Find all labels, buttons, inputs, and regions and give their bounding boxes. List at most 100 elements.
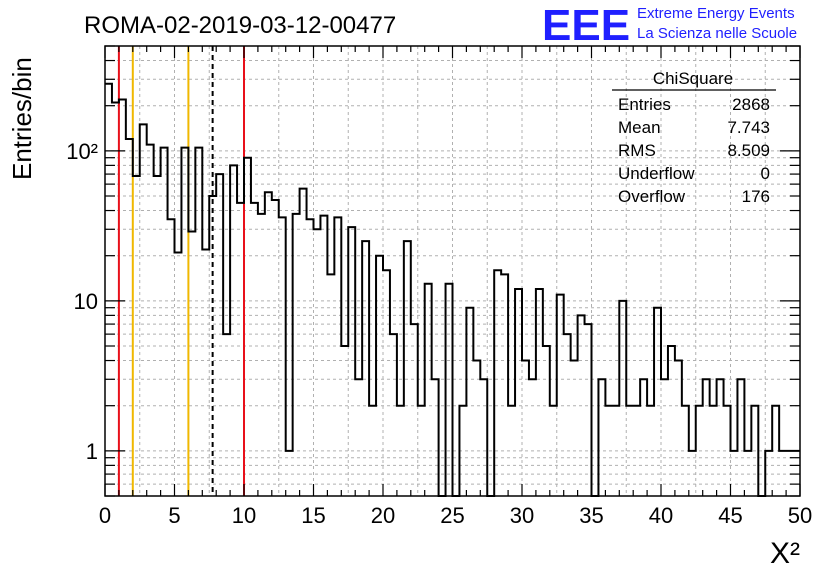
- histogram-bin: [612, 406, 619, 496]
- stats-box: ChiSquare Entries 2868 Mean 7.743 RMS 8.509 Un…: [612, 69, 776, 206]
- histogram-bin: [598, 379, 605, 496]
- histogram-bin: [244, 158, 251, 496]
- stats-row-label: Entries: [618, 95, 671, 114]
- stats-row-value: 176: [742, 187, 770, 206]
- x-tick-labels: 0 5 10 15 20 25 30 35 40 45 50: [99, 503, 812, 528]
- histogram-bin: [473, 361, 480, 496]
- histogram-bin: [536, 289, 543, 496]
- histogram-bin: [459, 406, 466, 496]
- histogram-bin: [717, 379, 724, 496]
- stats-row-label: Underflow: [618, 164, 695, 183]
- axis-ticks: [104, 45, 801, 497]
- histogram-bin: [272, 200, 279, 496]
- histogram-bin: [411, 324, 418, 496]
- histogram-bin: [605, 406, 612, 496]
- histogram-bin: [348, 227, 355, 496]
- histogram-bin: [550, 406, 557, 496]
- stats-row-value: 7.743: [727, 118, 770, 137]
- histogram-bin: [147, 145, 154, 496]
- histogram-bin: [126, 139, 133, 496]
- histogram-bin: [175, 253, 182, 496]
- logo-line-2: La Scienza nelle Scuole: [637, 25, 797, 42]
- x-tick-label: 0: [99, 503, 111, 528]
- histogram-bin: [362, 241, 369, 496]
- stats-row-value: 8.509: [727, 141, 770, 160]
- histogram-bin: [647, 406, 654, 496]
- histogram-bin: [480, 379, 487, 496]
- stats-row-label: RMS: [618, 141, 656, 160]
- x-tick-label: 10: [232, 503, 256, 528]
- histogram-bin: [300, 189, 307, 496]
- x-tick-label: 20: [371, 503, 395, 528]
- histogram-bin: [744, 451, 751, 496]
- histogram-bin: [585, 324, 592, 496]
- histogram-bin: [195, 148, 202, 496]
- histogram-bin: [320, 216, 327, 496]
- histogram-bin: [571, 361, 578, 496]
- histogram-bin: [668, 346, 675, 496]
- histogram-bin: [390, 334, 397, 496]
- histogram-bin: [168, 219, 175, 496]
- histogram-bin: [209, 196, 216, 496]
- histogram-series: [105, 82, 800, 497]
- histogram-bin: [293, 214, 300, 496]
- histogram-bin: [314, 229, 321, 496]
- x-axis-title: X²: [770, 537, 800, 570]
- y-tick-labels: 1 10 10²: [66, 139, 98, 464]
- histogram-bin: [710, 406, 717, 496]
- histogram-bin: [327, 274, 334, 496]
- histogram-outline: [105, 82, 800, 497]
- histogram-bin: [515, 289, 522, 496]
- histogram-bin: [265, 192, 272, 496]
- stats-row-value: 2868: [732, 95, 770, 114]
- histogram-bin: [661, 379, 668, 496]
- reference-lines: [117, 46, 245, 496]
- histogram-bin: [779, 451, 786, 496]
- histogram-bin: [181, 148, 188, 496]
- eee-logo-text: EEE: [542, 1, 630, 50]
- histogram-bin: [696, 406, 703, 496]
- stats-row-label: Overflow: [618, 187, 686, 206]
- x-tick-label: 50: [788, 503, 812, 528]
- stats-row-label: Mean: [618, 118, 661, 137]
- histogram-bin: [564, 334, 571, 496]
- histogram-bin: [682, 406, 689, 496]
- x-tick-label: 40: [649, 503, 673, 528]
- y-axis-title: Entries/bin: [7, 57, 37, 180]
- histogram-bin: [286, 451, 293, 496]
- stats-row-value: 0: [761, 164, 770, 183]
- x-tick-label: 25: [440, 503, 464, 528]
- histogram-bin: [529, 379, 536, 496]
- histogram-bin: [216, 174, 223, 496]
- histogram-bin: [376, 256, 383, 496]
- x-tick-label: 15: [301, 503, 325, 528]
- histogram-bin: [654, 308, 661, 496]
- histogram-bin: [355, 379, 362, 496]
- histogram-bin: [279, 217, 286, 496]
- histogram-bin: [119, 99, 126, 496]
- histogram-bin: [446, 284, 453, 496]
- histogram-bin: [425, 284, 432, 496]
- histogram-bin: [633, 406, 640, 496]
- histogram-bin: [140, 124, 147, 496]
- x-tick-label: 35: [579, 503, 603, 528]
- histogram-bin: [689, 451, 696, 496]
- histogram-bin: [772, 406, 779, 496]
- histogram-bin: [369, 406, 376, 496]
- histogram-bin: [161, 148, 168, 496]
- histogram-bin: [543, 346, 550, 496]
- histogram-bin: [202, 249, 209, 496]
- histogram-bin: [751, 406, 758, 496]
- histogram-bin: [640, 379, 647, 496]
- y-tick-label: 1: [86, 439, 98, 464]
- chart-title: ROMA-02-2019-03-12-00477: [84, 12, 396, 39]
- histogram-bin: [466, 308, 473, 496]
- histogram-bin: [230, 165, 237, 496]
- histogram-bin: [112, 103, 119, 496]
- histogram-bin: [703, 379, 710, 496]
- histogram-bin: [522, 361, 529, 496]
- histogram-bin: [188, 231, 195, 496]
- y-tick-label: 10: [74, 289, 98, 314]
- x-tick-label: 45: [718, 503, 742, 528]
